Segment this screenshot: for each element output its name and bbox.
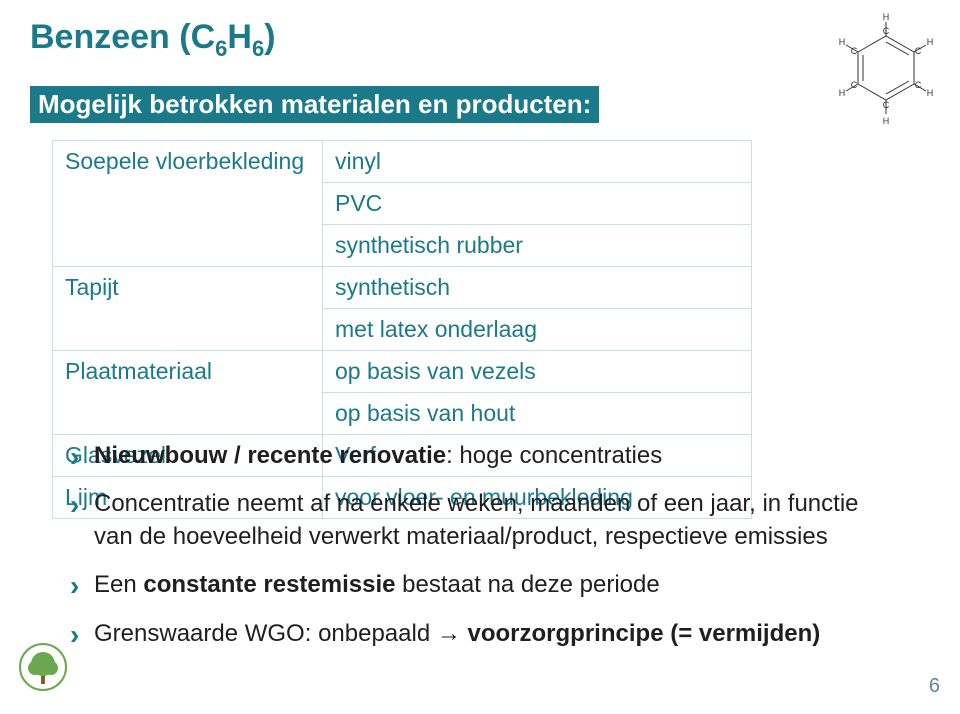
- svg-text:H: H: [927, 37, 934, 47]
- table-cell-right: synthetisch: [323, 267, 752, 309]
- bullet-item: Een constante restemissie bestaat na dez…: [70, 569, 890, 601]
- svg-text:H: H: [839, 88, 846, 98]
- svg-text:H: H: [839, 37, 846, 47]
- page-number: 6: [929, 675, 940, 698]
- table-cell-left: Soepele vloerbekleding: [53, 141, 323, 267]
- table-cell-right: vinyl: [323, 141, 752, 183]
- svg-text:C: C: [883, 26, 890, 36]
- bullet-item: Grenswaarde WGO: onbepaald → voorzorgpri…: [70, 618, 890, 650]
- table-cell-right: PVC: [323, 183, 752, 225]
- tree-icon: [18, 642, 68, 692]
- svg-text:H: H: [927, 88, 934, 98]
- formula-c: C: [191, 18, 216, 56]
- svg-text:H: H: [883, 116, 890, 126]
- formula-n1: 6: [215, 36, 227, 61]
- title-compound: Benzeen: [30, 18, 170, 56]
- table-cell-right: synthetisch rubber: [323, 225, 752, 267]
- bullet-item: Concentratie neemt af na enkele weken, m…: [70, 488, 890, 553]
- formula-h: H: [227, 18, 252, 56]
- svg-text:C: C: [883, 100, 890, 110]
- svg-text:C: C: [915, 46, 922, 56]
- table-cell-right: met latex onderlaag: [323, 309, 752, 351]
- page-title: Benzeen (C6H6): [30, 18, 276, 62]
- benzene-structure-icon: H H H H H H C C C C C C: [836, 8, 936, 128]
- bullet-list: Nieuwbouw / recente renovatie: hoge conc…: [70, 440, 890, 666]
- bullet-item: Nieuwbouw / recente renovatie: hoge conc…: [70, 440, 890, 472]
- section-subtitle: Mogelijk betrokken materialen en product…: [30, 86, 599, 123]
- table-cell-right: op basis van vezels: [323, 351, 752, 393]
- table-cell-left: Plaatmateriaal: [53, 351, 323, 435]
- table-cell-left: Tapijt: [53, 267, 323, 351]
- table-cell-right: op basis van hout: [323, 393, 752, 435]
- svg-text:H: H: [883, 12, 890, 22]
- formula-n2: 6: [252, 36, 264, 61]
- svg-text:C: C: [851, 46, 858, 56]
- svg-text:C: C: [915, 80, 922, 90]
- svg-text:C: C: [851, 80, 858, 90]
